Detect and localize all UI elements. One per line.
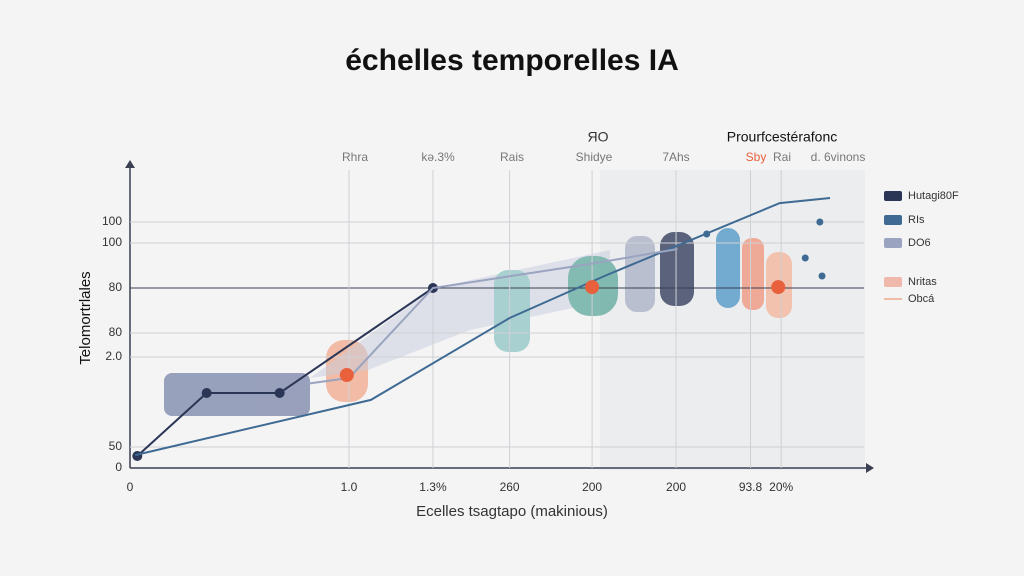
top-label: kə.3% (421, 150, 455, 164)
data-point (771, 280, 786, 295)
x-arrow (866, 463, 874, 473)
chart-title: échelles temporelles IA (345, 44, 679, 77)
legend-swatch (884, 238, 902, 248)
legend-label: DO6 (908, 237, 931, 249)
band (310, 250, 610, 378)
top-label: Rai (773, 150, 791, 164)
top-label: Shidye (576, 150, 613, 164)
y-tick-label: 80 (109, 325, 123, 339)
y-arrow (125, 160, 135, 168)
data-point (132, 451, 143, 461)
data-point (818, 272, 826, 280)
x-tick-label: 0 (127, 480, 134, 494)
top-label: 7Ahs (662, 150, 689, 164)
legend-swatch (884, 215, 902, 225)
data-point (585, 280, 600, 295)
y-tick-label: 100 (102, 214, 122, 228)
data-point (703, 230, 711, 238)
top-label: Sby (746, 150, 767, 164)
legend-label: RIs (908, 214, 925, 226)
band (164, 373, 310, 416)
legend-swatch (884, 191, 902, 201)
data-point (201, 388, 212, 398)
series-line (134, 197, 831, 457)
data-point (339, 368, 354, 382)
x-tick-label: 260 (500, 480, 520, 494)
shade (600, 170, 865, 470)
header-right: Prourfcestérafonc (727, 129, 838, 145)
x-tick-label: 1.0 (341, 480, 358, 494)
legend-swatch (884, 277, 902, 287)
top-label: Rais (500, 150, 524, 164)
plot: 0 50 2.0 80 80 100 100 0 1.0 1.3% 260 200 200 93.8 20%… (102, 150, 959, 494)
band (716, 228, 740, 308)
y-tick-label: 0 (115, 460, 122, 474)
header-left: ЯO (588, 129, 609, 145)
y-tick-label: 80 (109, 280, 123, 294)
series-line (136, 287, 434, 457)
legend-label: Obcá (908, 293, 935, 305)
data-point (816, 218, 824, 226)
series-line (305, 248, 678, 385)
band (494, 270, 530, 352)
top-label: Rhra (342, 150, 368, 164)
y-tick-label: 50 (109, 439, 123, 453)
legend-label: Hutagi80F (908, 190, 959, 202)
x-tick-label: 93.8 (739, 480, 763, 494)
top-label: d. 6vinons (811, 150, 866, 164)
band (625, 236, 655, 312)
y-tick-label: 2.0 (105, 349, 122, 363)
data-point (274, 388, 285, 398)
band (742, 238, 764, 310)
x-axis-label: Ecelles tsagtapo (makinious) (416, 503, 608, 520)
y-axis-label: Telomortrlales (77, 271, 94, 364)
x-tick-label: 200 (582, 480, 602, 494)
data-point (801, 254, 809, 262)
legend-label: Nritas (908, 276, 937, 288)
x-tick-label: 200 (666, 480, 686, 494)
y-tick-label: 100 (102, 235, 122, 249)
x-tick-label: 20% (769, 480, 793, 494)
x-tick-label: 1.3% (419, 480, 447, 494)
